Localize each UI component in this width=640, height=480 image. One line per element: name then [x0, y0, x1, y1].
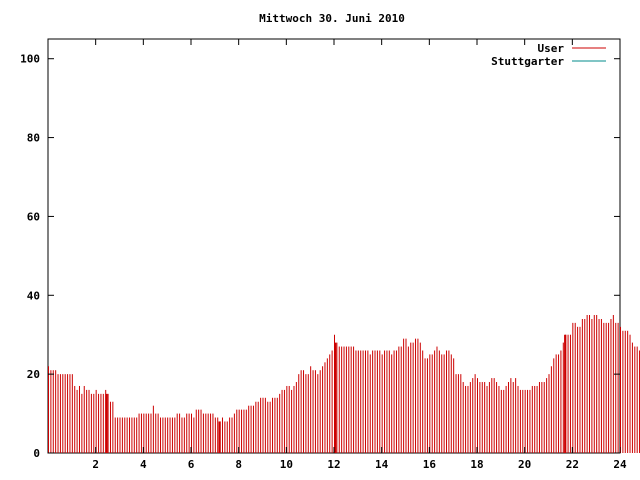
- y-tick-label: 60: [27, 210, 40, 223]
- y-tick-label: 100: [20, 53, 40, 66]
- legend-label-stuttgarter: Stuttgarter: [491, 55, 564, 68]
- y-tick-label: 80: [27, 132, 40, 145]
- x-tick-label: 20: [518, 458, 531, 471]
- y-tick-label: 0: [33, 447, 40, 460]
- legend-label-user: User: [538, 42, 565, 55]
- x-tick-label: 14: [375, 458, 389, 471]
- x-tick-label: 24: [613, 458, 627, 471]
- x-tick-label: 22: [566, 458, 579, 471]
- bar-series-user: [48, 315, 640, 453]
- x-tick-label: 6: [188, 458, 195, 471]
- x-tick-label: 10: [280, 458, 293, 471]
- x-tick-label: 8: [235, 458, 242, 471]
- chart-title: Mittwoch 30. Juni 2010: [259, 12, 405, 25]
- x-tick-label: 16: [423, 458, 437, 471]
- x-tick-label: 2: [92, 458, 99, 471]
- y-tick-label: 40: [27, 289, 40, 302]
- y-axis: 0 20 40 60 80 100: [20, 53, 620, 460]
- x-tick-label: 4: [140, 458, 147, 471]
- x-tick-label: 18: [470, 458, 483, 471]
- legend: User Stuttgarter: [491, 42, 606, 68]
- x-axis: 2 4 6 8 10 12 14 16 18 20 22 24: [92, 39, 627, 471]
- x-tick-label: 12: [327, 458, 340, 471]
- y-tick-label: 20: [27, 368, 40, 381]
